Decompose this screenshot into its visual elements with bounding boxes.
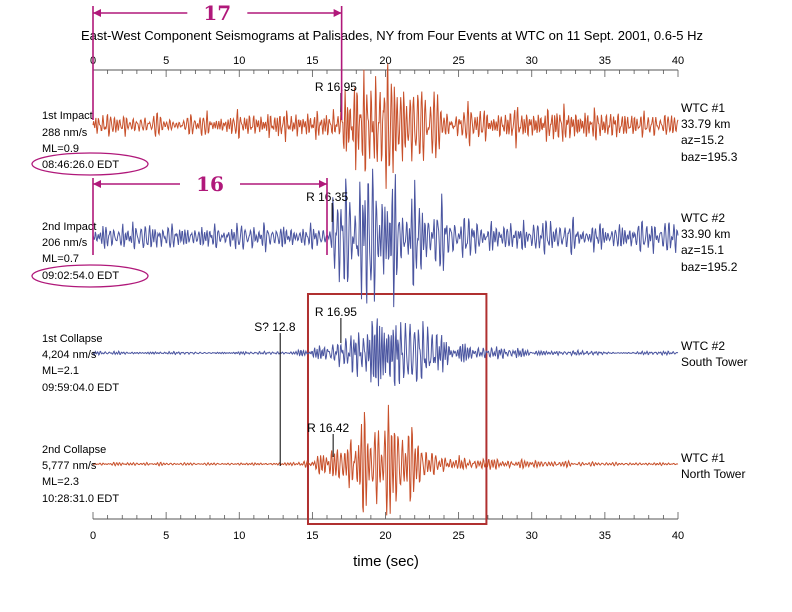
trace-name: 2nd Impact — [42, 221, 96, 233]
phase-picks: R 16.95R 16.35R 16.95S? 12.8R 16.42 — [254, 80, 357, 466]
station-back-azimuth: baz=195.2 — [681, 260, 738, 274]
arrowhead-left — [93, 9, 101, 17]
station-azimuth: az=15.2 — [681, 133, 724, 147]
chart-title: East-West Component Seismograms at Palis… — [81, 28, 703, 43]
station-name: WTC #1 — [681, 451, 725, 465]
x-axis-label: time (sec) — [353, 553, 419, 570]
station-distance: 33.79 km — [681, 117, 730, 131]
tick-label: 5 — [163, 55, 169, 67]
seismogram-trace-2 — [92, 168, 679, 308]
trace-label-1st-collapse: 1st Collapse 4,204 nm/s ML=2.1 09:59:04.… — [42, 333, 119, 394]
tick-label: 30 — [526, 55, 538, 67]
tick-label: 30 — [526, 530, 538, 542]
trace-origin-time: 09:59:04.0 EDT — [42, 382, 119, 394]
interval-annotations: 17 16 — [31, 1, 343, 288]
tick-label: 15 — [306, 55, 318, 67]
station-label-2nd-impact: WTC #2 33.90 km az=15.1 baz=195.2 — [681, 211, 738, 274]
arrowhead-right — [319, 180, 327, 188]
tick-label: 0 — [90, 530, 96, 542]
trace-name: 2nd Collapse — [42, 444, 106, 456]
tick-label: 15 — [306, 530, 318, 542]
station-name: WTC #2 — [681, 211, 725, 225]
seismogram-traces — [92, 63, 679, 516]
bottom-time-axis: 0 5 10 15 20 25 30 35 40 — [90, 512, 684, 542]
trace-amplitude: 288 nm/s — [42, 127, 88, 139]
tick-label: 35 — [599, 55, 611, 67]
trace-magnitude: ML=2.1 — [42, 365, 79, 377]
station-name: WTC #2 — [681, 339, 725, 353]
tick-label: 25 — [453, 530, 465, 542]
seismogram-trace-1 — [92, 63, 679, 189]
pick-label: R 16.95 — [315, 80, 357, 94]
trace-amplitude: 4,204 nm/s — [42, 349, 97, 361]
pick-label: R 16.95 — [315, 305, 357, 319]
trace-origin-time: 08:46:26.0 EDT — [42, 159, 119, 171]
station-location: North Tower — [681, 467, 745, 481]
origin-time-ellipse-2 — [31, 264, 149, 288]
origin-time-ellipse-1 — [31, 152, 149, 176]
tick-label: 10 — [233, 530, 245, 542]
trace-amplitude: 5,777 nm/s — [42, 460, 97, 472]
pick-label: R 16.42 — [307, 421, 349, 435]
trace-name: 1st Impact — [42, 110, 93, 122]
trace-magnitude: ML=0.7 — [42, 253, 79, 265]
trace-label-1st-impact: 1st Impact 288 nm/s ML=0.9 08:46:26.0 ED… — [42, 110, 119, 171]
tick-label: 10 — [233, 55, 245, 67]
station-distance: 33.90 km — [681, 227, 730, 241]
seismogram-trace-4 — [92, 404, 679, 516]
trace-label-2nd-collapse: 2nd Collapse 5,777 nm/s ML=2.3 10:28:31.… — [42, 444, 119, 505]
station-back-azimuth: baz=195.3 — [681, 150, 738, 164]
arrowhead-left — [93, 180, 101, 188]
trace-name: 1st Collapse — [42, 333, 103, 345]
tick-label: 40 — [672, 530, 684, 542]
station-name: WTC #1 — [681, 101, 725, 115]
s-pick-label: S? 12.8 — [254, 320, 296, 334]
trace-origin-time: 09:02:54.0 EDT — [42, 270, 119, 282]
station-location: South Tower — [681, 355, 748, 369]
tick-label: 40 — [672, 55, 684, 67]
tick-label: 25 — [453, 55, 465, 67]
tick-label: 20 — [379, 530, 391, 542]
seismogram-trace-3 — [92, 318, 679, 387]
tick-label: 20 — [379, 55, 391, 67]
tick-label: 5 — [163, 530, 169, 542]
station-label-1st-collapse: WTC #2 South Tower — [681, 339, 748, 369]
station-label-2nd-collapse: WTC #1 North Tower — [681, 451, 745, 481]
arrowhead-right — [333, 9, 342, 17]
interval-label-17: 17 — [203, 1, 231, 25]
trace-amplitude: 206 nm/s — [42, 237, 88, 249]
trace-magnitude: ML=2.3 — [42, 476, 79, 488]
trace-label-2nd-impact: 2nd Impact 206 nm/s ML=0.7 09:02:54.0 ED… — [42, 221, 119, 282]
station-label-1st-impact: WTC #1 33.79 km az=15.2 baz=195.3 — [681, 101, 738, 164]
interval-label-16: 16 — [196, 172, 224, 196]
trace-origin-time: 10:28:31.0 EDT — [42, 493, 119, 505]
tick-label: 35 — [599, 530, 611, 542]
station-azimuth: az=15.1 — [681, 243, 724, 257]
trace-magnitude: ML=0.9 — [42, 143, 79, 155]
highlight-box — [306, 293, 488, 525]
